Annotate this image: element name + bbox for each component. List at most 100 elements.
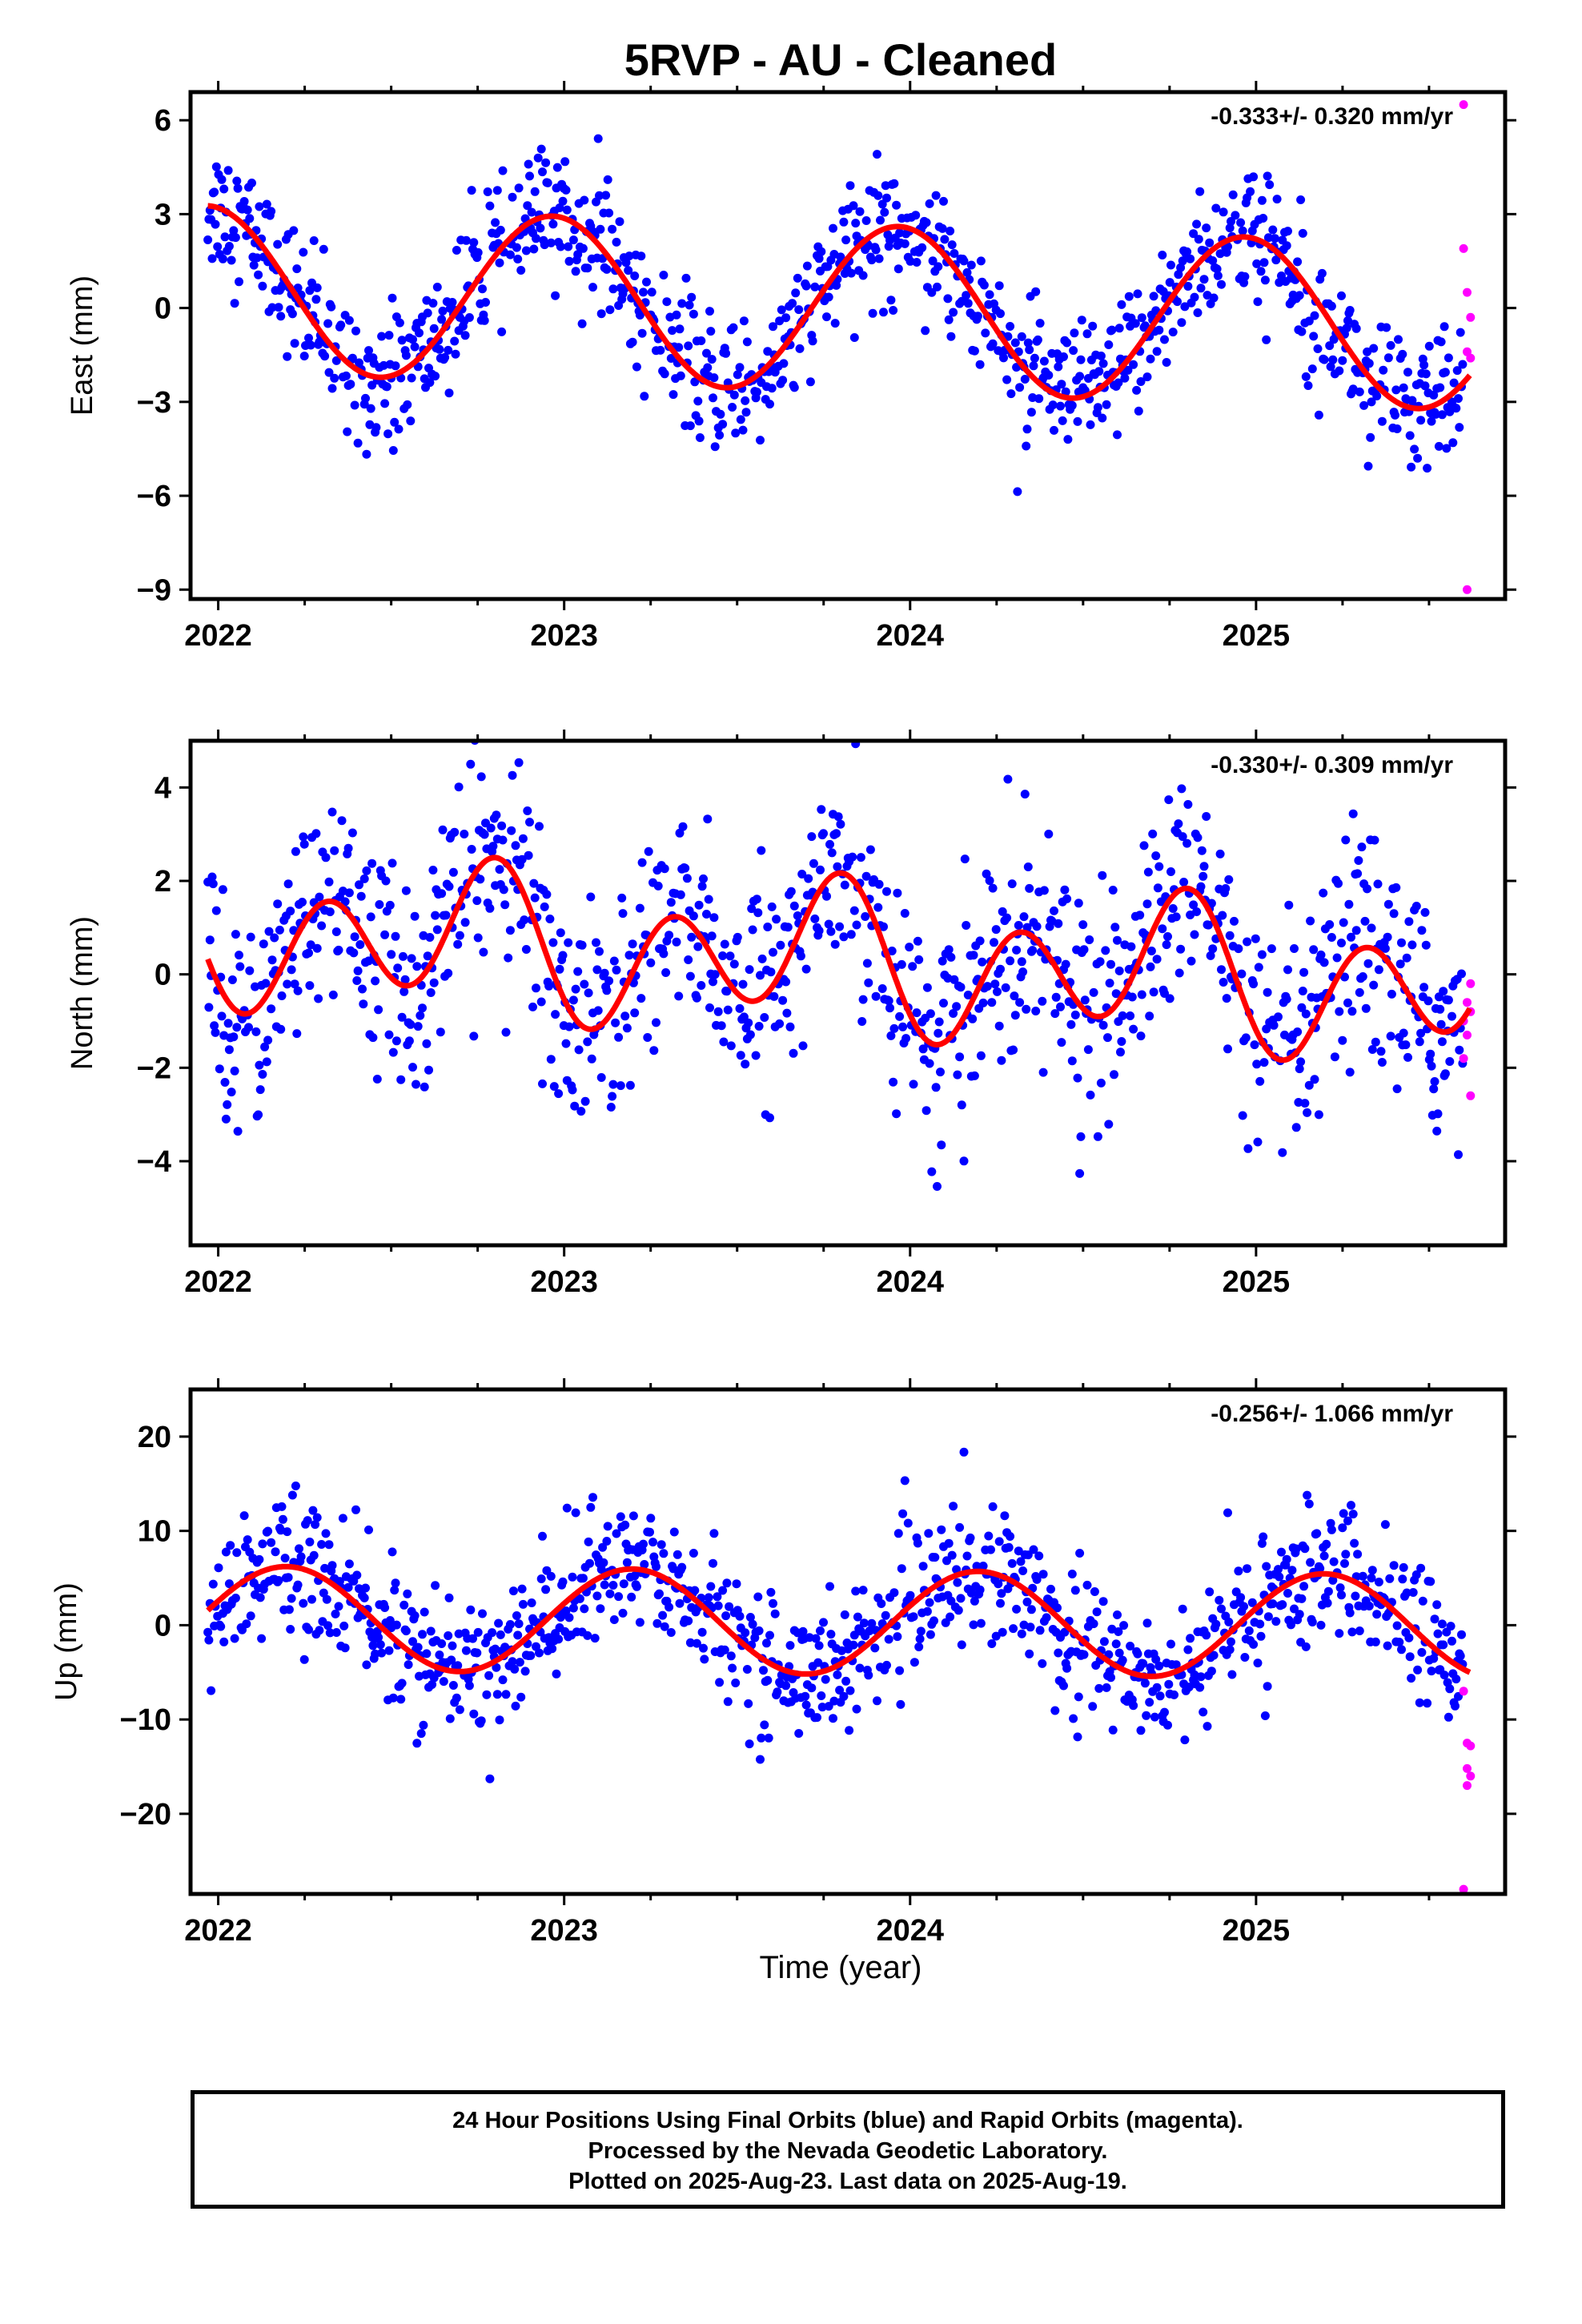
final-orbit-point [993, 987, 1002, 996]
final-orbit-point [913, 936, 922, 946]
final-orbit-point [437, 1639, 447, 1648]
final-orbit-point [1358, 972, 1367, 981]
final-orbit-point [839, 1691, 849, 1701]
final-orbit-point [578, 243, 588, 253]
final-orbit-point [299, 247, 308, 257]
final-orbit-point [1306, 1558, 1315, 1567]
final-orbit-point [1196, 1672, 1206, 1682]
final-orbit-point [306, 340, 315, 350]
final-orbit-point [908, 962, 917, 971]
final-orbit-point [1293, 1027, 1303, 1036]
final-orbit-point [491, 218, 500, 227]
final-orbit-point [538, 1079, 547, 1088]
final-orbit-point [290, 979, 299, 989]
final-orbit-point [578, 1574, 588, 1583]
final-orbit-point [327, 1561, 337, 1570]
final-orbit-point [851, 1586, 861, 1596]
final-orbit-point [230, 1634, 239, 1643]
final-orbit-point [861, 871, 871, 881]
final-orbit-point [400, 987, 409, 996]
final-orbit-point [1098, 1597, 1108, 1606]
final-orbit-point [618, 1608, 628, 1618]
final-orbit-point [375, 900, 384, 909]
final-orbit-point [917, 243, 927, 252]
final-orbit-point [1050, 425, 1058, 435]
final-orbit-point [639, 1539, 648, 1549]
final-orbit-point [1039, 886, 1049, 895]
final-orbit-point [1018, 1566, 1028, 1575]
final-orbit-point [1094, 1683, 1104, 1693]
final-orbit-point [885, 1003, 894, 1013]
final-orbit-point [1275, 1572, 1284, 1582]
final-orbit-point [783, 923, 793, 932]
final-orbit-point [1435, 1004, 1445, 1014]
final-orbit-point [676, 890, 685, 899]
final-orbit-point [1254, 963, 1263, 972]
final-orbit-point [1013, 487, 1022, 497]
final-orbit-point [1106, 959, 1115, 969]
final-orbit-point [933, 1182, 942, 1191]
x-tick-label: 2025 [1223, 1265, 1291, 1299]
final-orbit-point [647, 287, 656, 297]
final-orbit-point [495, 1715, 504, 1725]
final-orbit-point [1215, 1595, 1224, 1605]
final-orbit-point [1299, 967, 1309, 977]
final-orbit-point [571, 1508, 580, 1518]
final-orbit-point [1397, 1645, 1406, 1655]
rapid-orbit-point [1466, 312, 1476, 322]
final-orbit-point [617, 893, 627, 903]
final-orbit-point [359, 1593, 369, 1602]
final-orbit-point [364, 1525, 373, 1534]
final-orbit-point [1044, 371, 1054, 380]
final-orbit-point [1142, 899, 1152, 909]
final-orbit-point [733, 370, 742, 380]
final-orbit-point [826, 1630, 836, 1639]
final-orbit-point [390, 417, 400, 427]
final-orbit-point [283, 1573, 293, 1582]
final-orbit-point [497, 821, 507, 830]
final-orbit-point [252, 253, 262, 263]
final-orbit-point [909, 1080, 918, 1089]
final-orbit-point [1355, 1626, 1364, 1635]
final-orbit-point [1070, 328, 1079, 338]
final-orbit-point [1277, 1547, 1286, 1557]
final-orbit-point [219, 1637, 229, 1647]
final-orbit-point [1360, 916, 1370, 926]
final-orbit-point [921, 326, 930, 336]
final-orbit-point [1436, 1019, 1446, 1029]
final-orbit-point [1382, 323, 1391, 332]
final-orbit-point [1383, 899, 1393, 909]
final-orbit-point [1219, 207, 1228, 217]
final-orbit-point [978, 998, 988, 1007]
final-orbit-point [418, 1630, 427, 1639]
final-orbit-point [554, 1634, 564, 1644]
final-orbit-point [1124, 292, 1134, 301]
final-orbit-point [1026, 408, 1036, 417]
final-orbit-point [1354, 856, 1363, 865]
final-orbit-point [242, 1619, 251, 1629]
final-orbit-point [583, 1037, 592, 1047]
final-orbit-point [928, 256, 938, 266]
final-orbit-point [1123, 365, 1133, 375]
final-orbit-point [849, 201, 858, 211]
final-orbit-point [518, 834, 528, 843]
final-orbit-point [1374, 1578, 1383, 1586]
final-orbit-point [232, 176, 242, 186]
final-orbit-point [217, 175, 227, 184]
final-orbit-point [552, 163, 562, 172]
final-orbit-point [361, 393, 370, 403]
final-orbit-point [1269, 1020, 1279, 1030]
final-orbit-point [520, 915, 529, 925]
final-orbit-point [391, 931, 400, 941]
final-orbit-point [814, 926, 824, 935]
plot-frame [188, 738, 1508, 1248]
final-orbit-point [523, 806, 532, 815]
final-orbit-point [596, 224, 605, 234]
final-orbit-point [694, 900, 704, 910]
final-orbit-point [825, 839, 834, 849]
final-orbit-point [309, 1550, 319, 1560]
final-orbit-point [1259, 214, 1268, 223]
final-orbit-point [1117, 1037, 1126, 1046]
final-orbit-point [349, 948, 359, 958]
final-orbit-point [588, 1493, 597, 1502]
